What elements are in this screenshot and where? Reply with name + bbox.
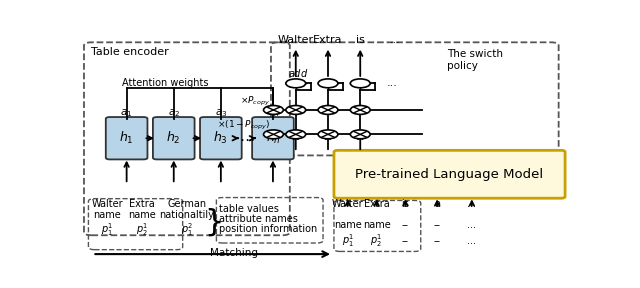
Text: $h_2$: $h_2$: [166, 130, 181, 146]
Text: $a_3$: $a_3$: [214, 107, 227, 119]
Text: ...: ...: [467, 236, 476, 246]
Text: $p_2^1$: $p_2^1$: [371, 232, 383, 249]
FancyBboxPatch shape: [106, 117, 147, 160]
Text: $p_1^1$: $p_1^1$: [101, 221, 113, 238]
Text: $p_2^1$: $p_2^1$: [136, 221, 148, 238]
Text: position information: position information: [219, 224, 317, 234]
Circle shape: [286, 130, 306, 139]
Text: is: is: [356, 35, 365, 45]
Text: Walter: Walter: [278, 35, 314, 45]
Text: table values: table values: [219, 204, 279, 214]
Text: --: --: [434, 220, 440, 230]
Circle shape: [264, 130, 284, 139]
Text: }: }: [204, 207, 223, 236]
Text: Walter: Walter: [332, 199, 364, 209]
Text: ...: ...: [467, 220, 476, 230]
Text: name: name: [334, 220, 362, 230]
Circle shape: [318, 105, 338, 114]
Circle shape: [350, 105, 370, 114]
Text: name: name: [363, 220, 390, 230]
Text: Walter: Walter: [92, 199, 123, 209]
Text: $a_2$: $a_2$: [168, 107, 180, 119]
FancyBboxPatch shape: [334, 150, 565, 198]
Text: Extra: Extra: [129, 199, 155, 209]
Text: $add$: $add$: [288, 67, 308, 79]
FancyBboxPatch shape: [153, 117, 195, 160]
Text: $\times P_{copy}$: $\times P_{copy}$: [240, 95, 270, 108]
Text: $p_1^1$: $p_1^1$: [342, 232, 354, 249]
Text: $a_n$: $a_n$: [267, 107, 279, 119]
Text: $a_1$: $a_1$: [120, 107, 132, 119]
Circle shape: [318, 130, 338, 139]
Text: $h_1$: $h_1$: [119, 130, 134, 146]
Text: Extra: Extra: [364, 199, 390, 209]
Text: $h_n$: $h_n$: [266, 130, 280, 146]
Text: Extra: Extra: [313, 35, 343, 45]
Text: ...: ...: [387, 78, 398, 88]
Circle shape: [350, 130, 370, 139]
Text: Table encoder: Table encoder: [91, 47, 169, 57]
Text: ...: ...: [390, 35, 401, 45]
Text: --: --: [402, 220, 409, 230]
Circle shape: [318, 79, 338, 88]
Text: $h_3$: $h_3$: [214, 130, 228, 146]
FancyBboxPatch shape: [200, 117, 242, 160]
Text: name: name: [128, 210, 156, 220]
FancyBboxPatch shape: [252, 117, 294, 160]
Text: ...: ...: [467, 199, 476, 209]
Circle shape: [286, 105, 306, 114]
Text: Attention weights: Attention weights: [122, 78, 209, 88]
Text: The swicth
policy: The swicth policy: [447, 49, 503, 71]
Text: Matching: Matching: [210, 248, 258, 258]
Text: nationaltily: nationaltily: [159, 210, 214, 220]
Circle shape: [264, 105, 284, 114]
Circle shape: [286, 79, 306, 88]
Text: $\cdots$: $\cdots$: [239, 131, 255, 146]
Text: Pre-trained Language Model: Pre-trained Language Model: [355, 168, 543, 181]
Text: a: a: [434, 199, 440, 209]
Text: name: name: [93, 210, 121, 220]
Text: $p_1^2$: $p_1^2$: [180, 221, 193, 238]
Circle shape: [350, 79, 370, 88]
Text: --: --: [434, 236, 440, 246]
Text: --: --: [402, 236, 409, 246]
Text: German: German: [167, 199, 206, 209]
Text: is: is: [401, 199, 410, 209]
Text: attribute names: attribute names: [219, 214, 298, 224]
Text: $\times(1-P_{copy})$: $\times(1-P_{copy})$: [217, 119, 270, 132]
